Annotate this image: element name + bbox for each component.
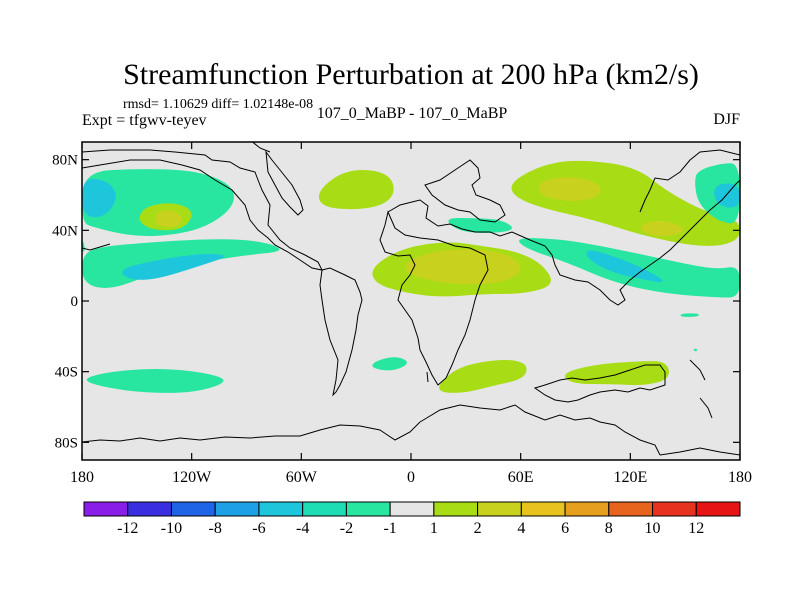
colorbar-swatch xyxy=(83,501,129,517)
contour-region xyxy=(155,210,182,228)
coastline xyxy=(387,179,740,306)
coastline xyxy=(699,397,713,419)
contour-region xyxy=(122,254,225,280)
coastline xyxy=(424,159,506,223)
contour-region xyxy=(86,369,224,393)
y-tick-label: 40N xyxy=(52,223,78,239)
colorbar-swatch xyxy=(170,501,216,517)
season-label: DJF xyxy=(713,111,740,128)
coastline xyxy=(319,267,363,397)
coastline xyxy=(82,243,111,251)
contour-region xyxy=(372,357,407,371)
x-tick-label: 120W xyxy=(172,469,212,486)
colorbar-label: -4 xyxy=(296,520,309,537)
coastline xyxy=(639,149,740,213)
contour-region xyxy=(693,348,698,352)
colorbar-swatch xyxy=(695,501,741,517)
colorbar-swatch xyxy=(564,501,610,517)
contour-region xyxy=(82,178,116,218)
contour-region xyxy=(641,221,684,237)
colorbar-swatch xyxy=(302,501,347,517)
y-tick-label: 80S xyxy=(55,435,78,451)
colorbar-label: -10 xyxy=(161,520,182,537)
colorbar-swatch xyxy=(433,501,479,517)
coastlines xyxy=(82,142,740,456)
contour-region xyxy=(318,170,394,210)
contour-region xyxy=(538,177,601,201)
colorbar: -12 -10 -8 -6 -4 -2 -1 1 2 4 6 8 10 12 xyxy=(83,501,741,537)
stats-label: rmsd= 1.10629 diff= 1.02148e-08 xyxy=(123,97,313,112)
colorbar-swatch xyxy=(214,501,260,517)
subtitle: 107_0_MaBP - 107_0_MaBP xyxy=(317,105,508,122)
y-tick-label: 0 xyxy=(71,294,79,310)
coastline xyxy=(82,149,323,271)
colorbar-label: 1 xyxy=(430,520,438,537)
y-tick-label: 40S xyxy=(55,365,78,381)
contour-region xyxy=(680,313,699,317)
coastline xyxy=(379,210,489,386)
colorbar-swatch xyxy=(389,501,435,517)
colorbar-swatch xyxy=(477,501,522,517)
x-tick-label: 180 xyxy=(728,469,752,486)
colorbar-label: 2 xyxy=(474,520,482,537)
colorbar-swatch xyxy=(345,501,391,517)
colorbar-label: 4 xyxy=(517,520,525,537)
contour-region xyxy=(405,249,521,285)
contour-region xyxy=(586,250,663,283)
coastline xyxy=(426,371,429,383)
colorbar-label: 12 xyxy=(688,520,704,537)
colorbar-swatch xyxy=(520,501,566,517)
coastline xyxy=(689,359,706,381)
x-tick-label: 60W xyxy=(286,469,318,486)
axis-ticks: 180 120W 60W 0 60E 120E 180 80N 40N 0 40S 80S xyxy=(52,142,752,486)
x-tick-label: 120E xyxy=(613,469,647,486)
colorbar-swatch xyxy=(608,501,654,517)
contour-fields xyxy=(82,160,740,393)
colorbar-swatch xyxy=(127,501,172,517)
colorbar-label: -8 xyxy=(209,520,222,537)
colorbar-label: 10 xyxy=(645,520,661,537)
colorbar-swatch xyxy=(258,501,304,517)
coastline xyxy=(419,404,661,456)
colorbar-swatch xyxy=(652,501,697,517)
chart-title: Streamfunction Perturbation at 200 hPa (… xyxy=(123,58,699,91)
colorbar-label: -1 xyxy=(383,520,396,537)
colorbar-label: 6 xyxy=(561,520,569,537)
experiment-label: Expt = tfgwv-teyev xyxy=(82,112,207,129)
coastline xyxy=(533,364,666,403)
colorbar-label: -12 xyxy=(117,520,138,537)
x-tick-label: 60E xyxy=(508,469,534,486)
coastline xyxy=(659,447,740,456)
colorbar-label: -2 xyxy=(340,520,353,537)
colorbar-label: -6 xyxy=(252,520,265,537)
colorbar-label: 8 xyxy=(605,520,613,537)
contour-region xyxy=(82,169,234,237)
x-tick-label: 180 xyxy=(70,469,94,486)
coastline xyxy=(82,421,421,443)
coastline xyxy=(265,150,304,216)
contour-region xyxy=(439,359,527,393)
x-tick-label: 0 xyxy=(407,469,415,486)
y-tick-label: 80N xyxy=(52,153,78,169)
